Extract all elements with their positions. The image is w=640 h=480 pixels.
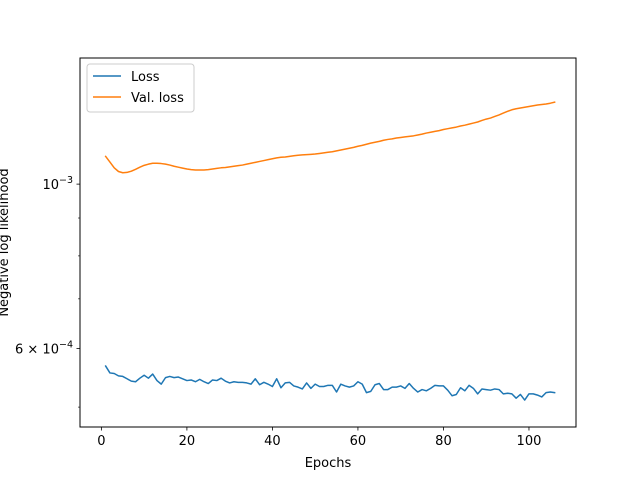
- legend: Loss Val. loss: [86, 63, 195, 113]
- x-tick-label: 0: [97, 434, 105, 449]
- x-tick-label: 40: [264, 434, 281, 449]
- x-tick-label: 60: [350, 434, 367, 449]
- series-line-val-loss: [104, 101, 556, 174]
- x-tick-label: 80: [435, 434, 452, 449]
- x-axis-label: Epochs: [305, 456, 352, 471]
- legend-label-loss: Loss: [131, 70, 160, 85]
- y-tick-label: 6 × 10−4: [15, 339, 73, 357]
- legend-label-val-loss: Val. loss: [131, 91, 184, 106]
- plot-area-background: [80, 58, 576, 427]
- plot-frame: [79, 57, 577, 428]
- ticks-layer: 0 20 40 60 80 100 10−3 6 × 10−4: [15, 175, 541, 449]
- y-tick-label: 10−3: [42, 175, 73, 193]
- x-tick-label: 20: [179, 434, 196, 449]
- series-layer: [104, 101, 556, 401]
- series-line-loss: [104, 365, 556, 401]
- y-axis-label: Negative log likelihood: [0, 168, 12, 316]
- x-tick-label: 100: [517, 434, 542, 449]
